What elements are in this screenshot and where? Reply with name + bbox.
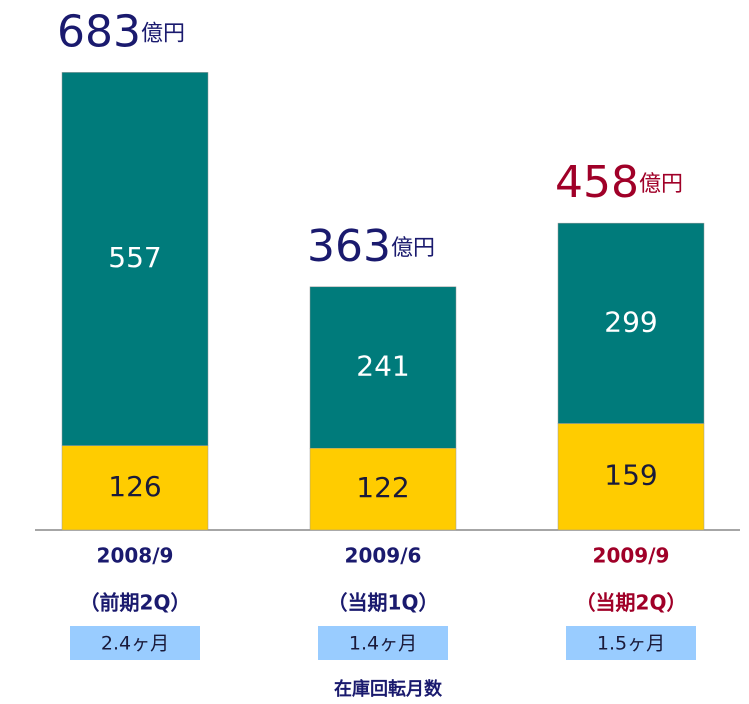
bar-segment (557, 222, 705, 424)
total-unit: 億円 (639, 172, 683, 197)
x-tick-label: 2009/9 (593, 544, 670, 568)
bar-segment (309, 286, 457, 449)
total-value: 363 (307, 221, 391, 272)
bar-value-label: 126 (108, 470, 161, 503)
x-tick-label: 2008/9 (97, 544, 174, 568)
turnover-box (566, 626, 696, 660)
bar-value-label: 241 (356, 350, 409, 383)
turnover-label: 2.4ヶ月 (101, 633, 169, 655)
x-tick-label: 2009/6 (345, 544, 422, 568)
turnover-title: 在庫回転月数 (334, 678, 443, 700)
total-label: 683億円 (57, 6, 185, 57)
total-label: 363億円 (307, 221, 435, 272)
bar-segment (557, 423, 705, 531)
bar-segment (61, 72, 209, 446)
x-tick-sublabel: （前期2Q） (80, 591, 191, 615)
turnover-label: 1.4ヶ月 (349, 633, 417, 655)
bar-segment (309, 448, 457, 531)
total-value: 458 (555, 157, 639, 208)
total-unit: 億円 (141, 21, 185, 46)
bar-value-label: 557 (108, 241, 161, 274)
total-value: 683 (57, 6, 141, 57)
bar-segment (61, 445, 209, 531)
total-unit: 億円 (391, 236, 435, 261)
turnover-box (318, 626, 448, 660)
x-tick-sublabel: （当期2Q） (576, 591, 687, 615)
bar-value-label: 159 (604, 459, 657, 492)
total-label: 458億円 (555, 157, 683, 208)
bar-value-label: 122 (356, 471, 409, 504)
x-tick-sublabel: （当期1Q） (328, 591, 439, 615)
turnover-box (70, 626, 200, 660)
bar-value-label: 299 (604, 305, 657, 338)
turnover-label: 1.5ヶ月 (597, 633, 665, 655)
